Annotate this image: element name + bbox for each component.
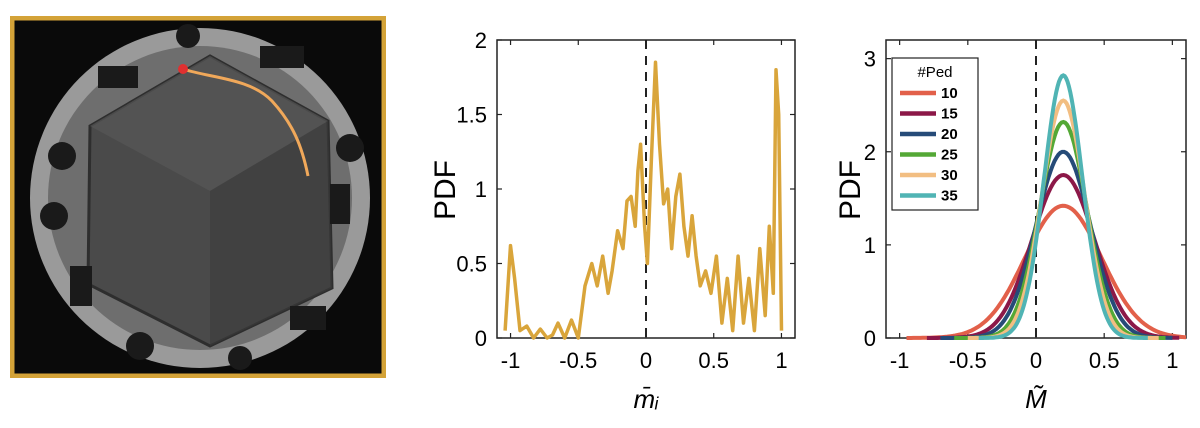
legend-label-30: 30: [941, 167, 958, 184]
x-tick-label: 0: [640, 348, 652, 373]
series-line-ped-35: [978, 73, 1148, 340]
y-tick-label: 2: [864, 140, 876, 165]
legend-label-35: 35: [941, 188, 958, 205]
x-tick-label: 1: [1166, 348, 1178, 373]
y-axis-label: PDF: [834, 160, 867, 220]
y-tick-label: 0: [475, 326, 487, 351]
x-tick-label: -0.5: [559, 348, 597, 373]
arena-photo: [10, 16, 386, 378]
y-tick-labels: 0 0.5 1 1.5 2: [456, 28, 487, 351]
x-tick-label: 0.5: [1089, 348, 1120, 373]
chart-pdf-M: 0 1 2 3 -1 -0.5 0 0.5 1 #Ped 10 15 20 25 30 35 PDF M…: [834, 39, 1187, 414]
x-tick-label: -1: [890, 348, 910, 373]
x-tick-label: 0: [1030, 348, 1042, 373]
y-tick-label: 2: [475, 28, 487, 53]
x-axis-label: m̄ᵢ: [634, 384, 660, 414]
y-tick-labels: 0 1 2 3: [864, 47, 876, 351]
y-tick-label: 1: [475, 177, 487, 202]
legend-label-20: 20: [941, 126, 958, 143]
x-tick-labels: -1 -0.5 0 0.5 1: [890, 348, 1179, 373]
perimeter-seats: [40, 24, 364, 370]
series-line-pdf: [503, 60, 784, 340]
x-tick-label: -1: [501, 348, 521, 373]
legend-label-25: 25: [941, 147, 958, 164]
chart-pdf-mi: 0 0.5 1 1.5 2 -1 -0.5 0 0.5 1 PDF m̄ᵢ: [429, 28, 796, 414]
x-tick-labels: -1 -0.5 0 0.5 1: [501, 348, 788, 373]
legend: #Ped 10 15 20 25 30 35: [891, 57, 979, 211]
floor-shading-right: [210, 121, 332, 346]
legend-label-10: 10: [941, 85, 958, 102]
series-line-ped-10: [906, 203, 1187, 340]
series-lines: [906, 73, 1187, 340]
y-tick-label: 1: [864, 233, 876, 258]
y-tick-label: 0: [864, 326, 876, 351]
x-tick-label: -0.5: [949, 348, 987, 373]
legend-title: #Ped: [917, 64, 952, 81]
floor-shading: [90, 56, 328, 191]
x-tick-label: 0.5: [698, 348, 729, 373]
y-tick-label: 1.5: [456, 103, 487, 128]
legend-label-15: 15: [941, 106, 958, 123]
y-tick-label: 3: [864, 47, 876, 72]
pedestrian-trajectory: [182, 67, 310, 177]
y-tick-label: 0.5: [456, 252, 487, 277]
trajectory-start-marker: [178, 64, 188, 74]
series-line-ped-30: [967, 98, 1159, 340]
x-tick-label: 1: [775, 348, 787, 373]
y-axis-label: PDF: [429, 160, 462, 220]
legend-items: 10 15 20 25 30 35: [900, 85, 958, 205]
x-axis-label: M̃: [1025, 384, 1047, 414]
